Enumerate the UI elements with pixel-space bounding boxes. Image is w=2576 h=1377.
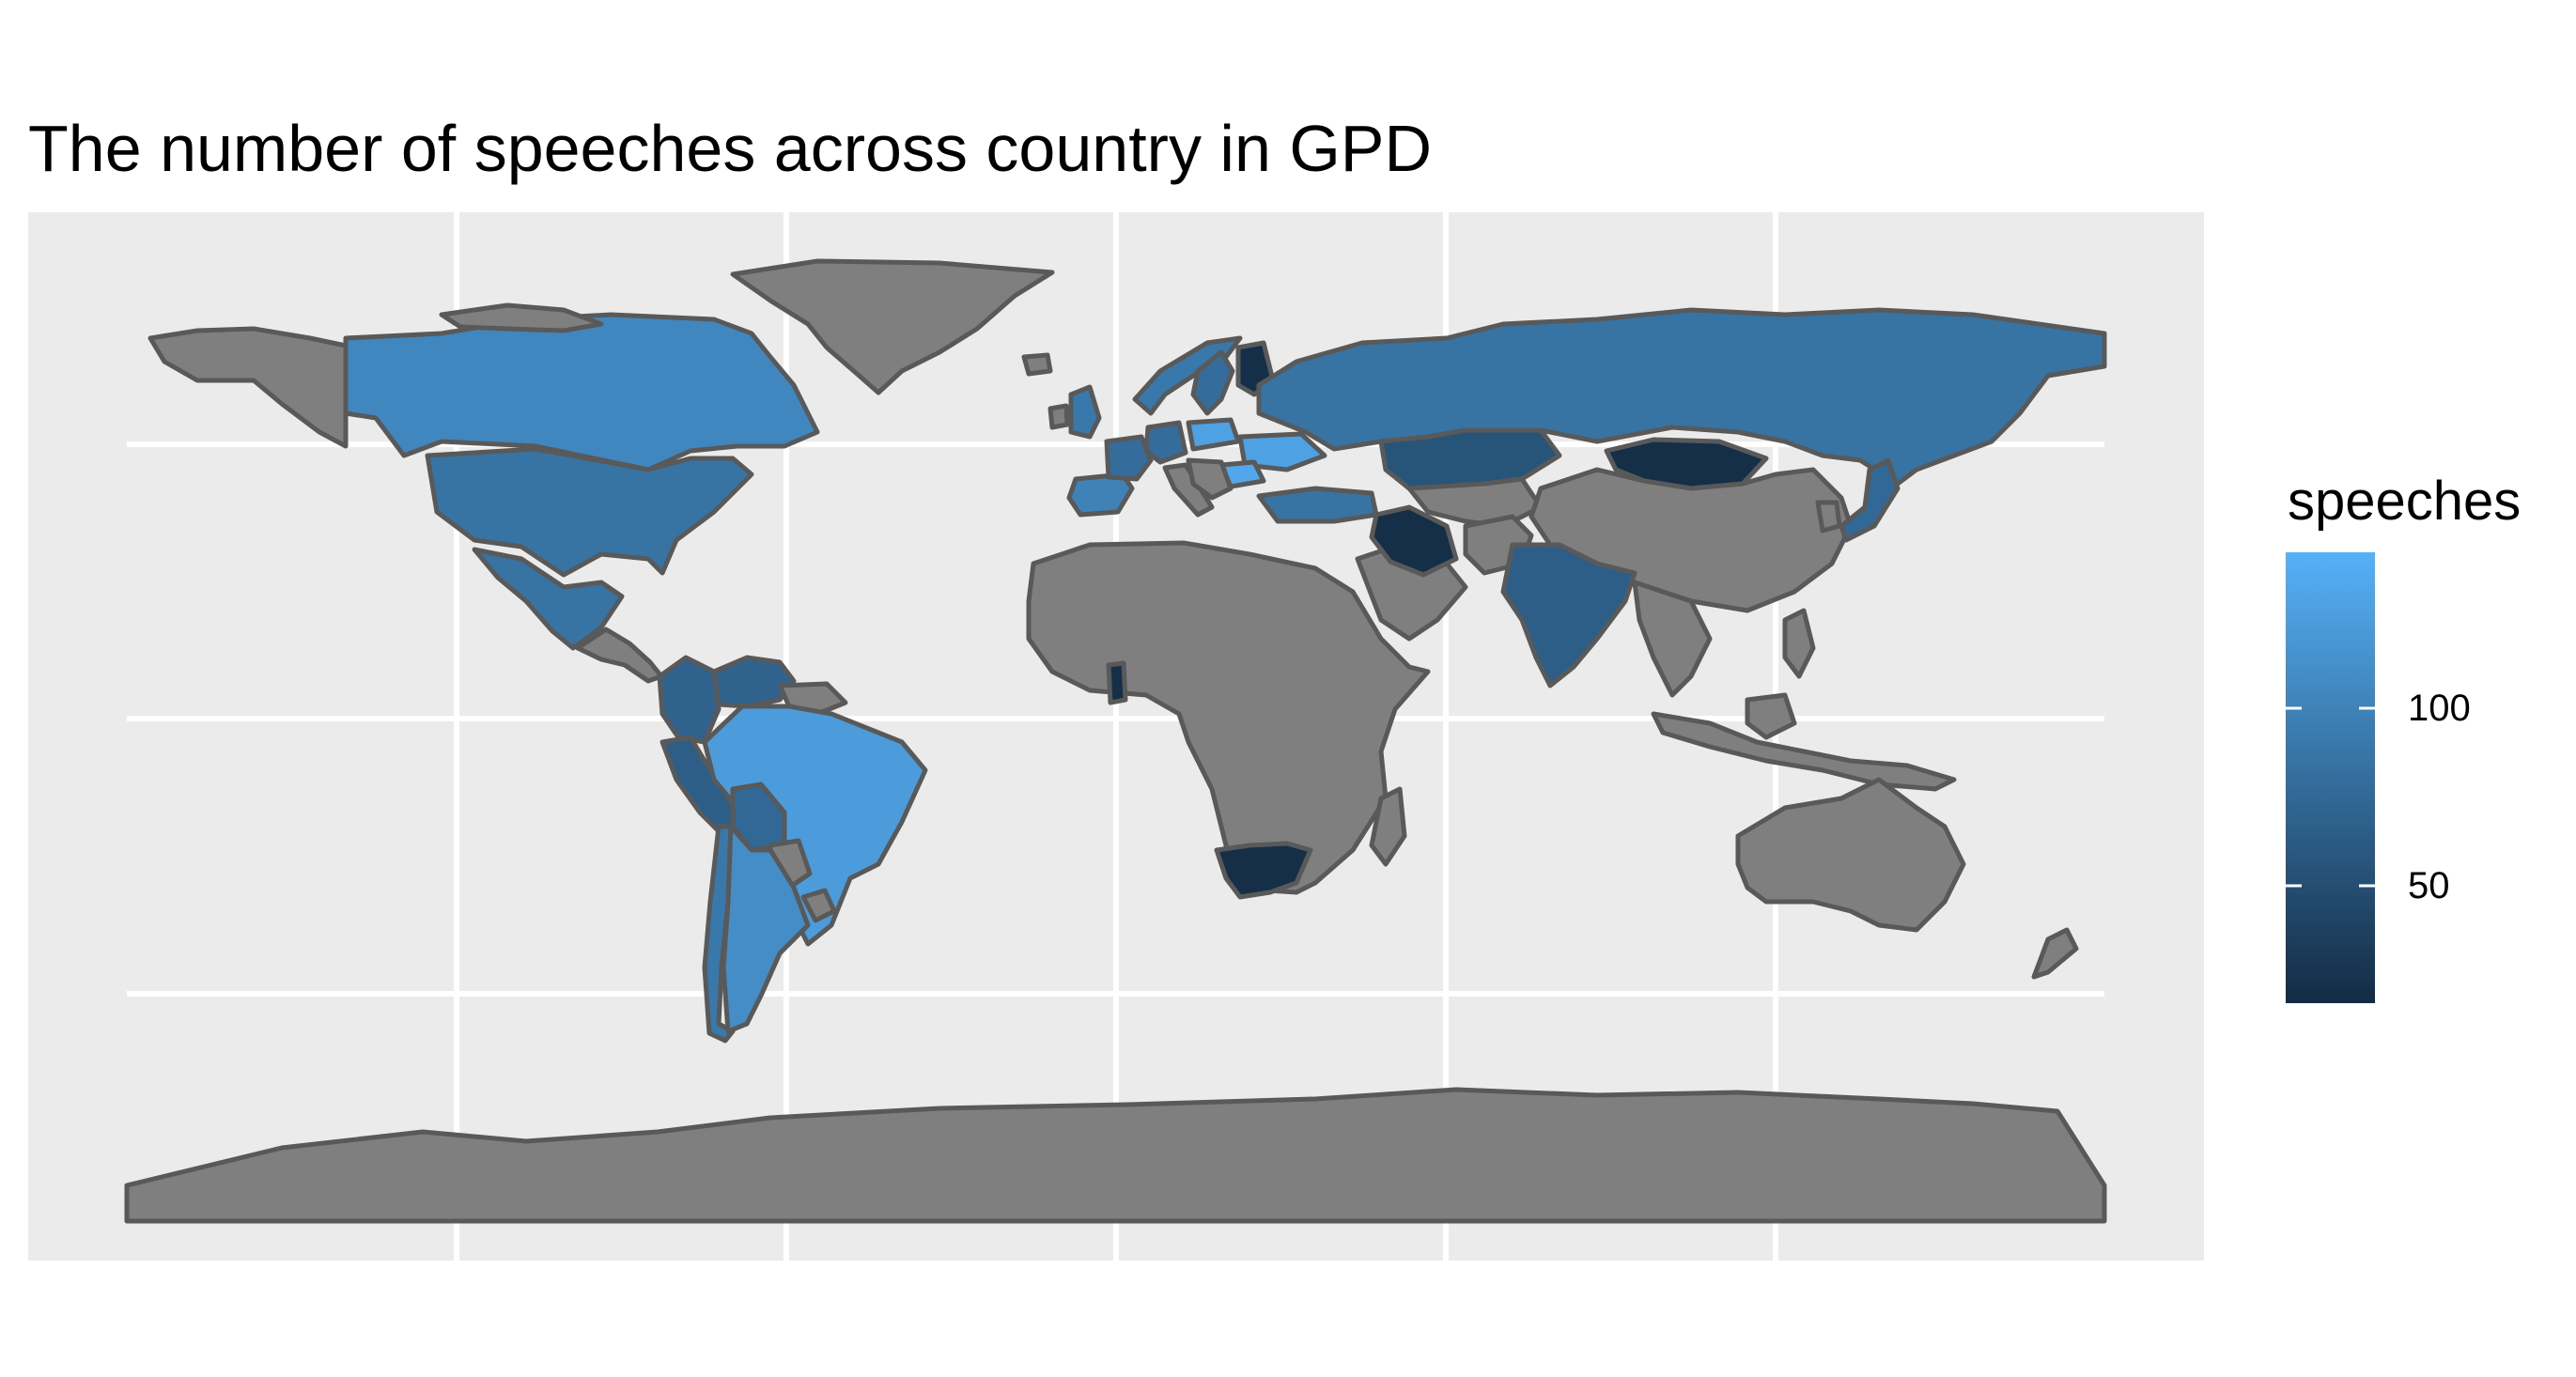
country-madagascar — [1369, 786, 1407, 867]
country-ireland — [1047, 403, 1070, 430]
legend-colorbar — [2286, 552, 2375, 1003]
country-japan — [1839, 457, 1901, 543]
country-balkans — [1186, 457, 1234, 501]
country-borneo — [1745, 692, 1797, 740]
country-southeast-asia — [1632, 580, 1713, 698]
country-india — [1500, 542, 1637, 688]
country-korea — [1815, 500, 1842, 534]
country-greenland — [730, 258, 1055, 395]
country-colombia — [657, 655, 722, 745]
country-alaska — [147, 326, 349, 449]
country-philippines — [1782, 608, 1816, 679]
country-france — [1104, 434, 1154, 482]
country-argentina — [721, 824, 811, 1034]
chart-title: The number of speeches across country in… — [28, 112, 1433, 185]
country-canada — [343, 312, 820, 472]
country-uruguay — [800, 888, 837, 923]
country-iran — [1369, 504, 1459, 578]
country-antarctica — [124, 1087, 2107, 1224]
country-ghana — [1106, 660, 1128, 705]
legend-title: speeches — [2288, 471, 2522, 532]
country-new-zealand — [2031, 927, 2079, 980]
country-australia — [1735, 777, 1966, 933]
country-ukraine — [1237, 431, 1327, 472]
country-south-africa — [1214, 841, 1313, 900]
country-united-kingdom — [1068, 384, 1102, 440]
country-central-asia — [1406, 476, 1544, 529]
country-germany — [1143, 420, 1188, 465]
country-venezuela — [711, 655, 797, 709]
legend-label-50: 50 — [2408, 865, 2450, 906]
country-indonesia — [1651, 711, 1957, 792]
country-mexico — [472, 547, 625, 651]
country-arctic-islands — [439, 302, 604, 333]
country-sweden — [1190, 349, 1235, 416]
country-iceland — [1021, 352, 1053, 377]
country-turkey — [1256, 486, 1379, 524]
country-united-states — [425, 446, 754, 578]
legend-label-100: 100 — [2408, 688, 2471, 729]
country-italy — [1162, 462, 1215, 518]
country-poland — [1186, 417, 1241, 452]
